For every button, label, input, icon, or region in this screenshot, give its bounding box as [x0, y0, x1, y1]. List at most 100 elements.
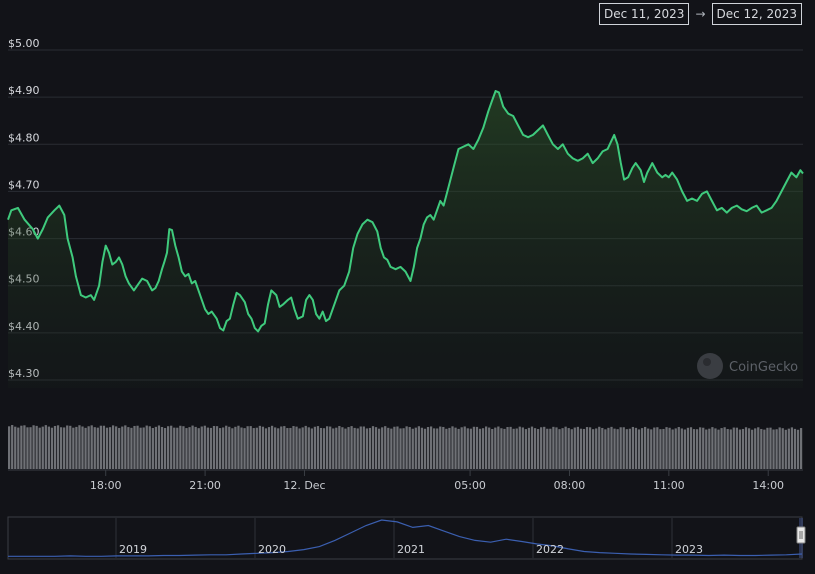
volume-bar	[433, 428, 436, 469]
volume-bar	[390, 428, 393, 469]
volume-bar	[368, 427, 372, 469]
volume-bar	[778, 427, 781, 469]
price-series-line	[7, 90, 804, 333]
navigator-series-line	[8, 519, 803, 557]
volume-bar	[124, 425, 127, 469]
volume-bar	[56, 425, 60, 469]
volume-bar	[442, 426, 445, 469]
volume-bar	[527, 427, 531, 469]
volume-bar	[188, 427, 191, 469]
volume-bar	[503, 428, 506, 469]
volume-bar	[717, 429, 720, 469]
volume-bar	[689, 427, 693, 469]
volume-bar	[396, 426, 399, 469]
volume-bar	[533, 428, 537, 469]
navigator-panel[interactable]: 2019 2020 2021 2022 2023	[7, 516, 806, 560]
volume-bar	[512, 428, 515, 469]
date-range-selector[interactable]: Dec 11, 2023 → Dec 12, 2023	[598, 3, 802, 25]
volume-bar	[237, 425, 240, 469]
volume-bar	[564, 426, 567, 469]
navigator-handle[interactable]	[796, 526, 806, 544]
volume-bar	[772, 429, 775, 469]
volume-bar	[625, 429, 628, 469]
volume-bar	[344, 428, 347, 469]
volume-bar	[549, 428, 552, 469]
volume-bar	[69, 425, 72, 469]
volume-bar	[47, 426, 51, 469]
volume-bar	[692, 429, 696, 469]
volume-bar	[751, 429, 754, 469]
y-tick-label: $5.00	[8, 37, 40, 50]
volume-bar	[280, 426, 283, 469]
volume-bar	[460, 427, 463, 469]
x-tick-label: 14:00	[752, 479, 784, 492]
volume-bar	[182, 426, 185, 469]
volume-bar	[307, 427, 310, 469]
volume-bar	[160, 427, 164, 469]
range-end-input[interactable]: Dec 12, 2023	[711, 3, 802, 25]
volume-bar	[775, 429, 778, 469]
navigator-year-label: 2019	[119, 543, 147, 556]
volume-bar	[448, 427, 451, 469]
volume-bar	[387, 427, 390, 469]
volume-bar	[231, 428, 234, 469]
volume-bar	[744, 427, 748, 469]
volume-bar	[732, 427, 735, 469]
volume-bar	[457, 428, 460, 469]
coingecko-logo-icon	[697, 353, 723, 379]
volume-bar	[243, 428, 246, 469]
volume-bar	[228, 426, 231, 469]
volume-bar	[206, 427, 210, 469]
volume-bar	[335, 427, 338, 469]
volume-bar	[683, 429, 687, 469]
volume-bar	[154, 426, 158, 469]
volume-bar	[63, 427, 66, 469]
volume-bar	[429, 426, 433, 469]
volume-bar	[793, 428, 797, 469]
navigator-year-label: 2023	[675, 543, 703, 556]
volume-bar	[84, 427, 87, 469]
volume-bar	[726, 429, 729, 469]
x-tick-label: 11:00	[653, 479, 685, 492]
volume-bar	[747, 428, 751, 469]
volume-bar	[436, 428, 439, 469]
volume-bar	[365, 428, 369, 469]
volume-bar	[127, 427, 130, 469]
volume-bar	[258, 425, 261, 469]
volume-bar	[393, 426, 396, 469]
volume-bar	[616, 429, 619, 469]
volume-bar	[799, 428, 803, 469]
volume-bar	[329, 426, 332, 469]
volume-bar	[316, 426, 320, 469]
volume-bar	[735, 427, 738, 469]
volume-bar	[500, 428, 503, 469]
volume-bar	[488, 427, 491, 469]
volume-bar	[35, 425, 38, 469]
volume-bar	[399, 428, 402, 469]
volume-bar	[371, 426, 375, 469]
volume-bar	[96, 427, 99, 469]
watermark-text: CoinGecko	[729, 360, 798, 375]
volume-bar	[573, 427, 576, 469]
volume-bar	[377, 428, 381, 469]
volume-bar	[139, 427, 142, 469]
range-start-input[interactable]: Dec 11, 2023	[598, 3, 690, 25]
volume-bar	[75, 426, 78, 469]
x-tick-label: 08:00	[554, 479, 586, 492]
volume-bar	[402, 428, 405, 469]
volume-bar	[763, 429, 766, 469]
volume-bar	[359, 426, 362, 469]
volume-bar	[466, 428, 469, 469]
volume-bar	[249, 426, 252, 469]
volume-bar	[662, 428, 665, 469]
volume-bar	[29, 427, 32, 469]
volume-bar	[53, 425, 57, 469]
volume-bar	[295, 426, 298, 469]
volume-bar	[234, 426, 237, 469]
volume-bar	[634, 427, 638, 469]
volume-bar	[796, 429, 800, 469]
y-tick-label: $4.90	[8, 84, 40, 97]
volume-bar	[781, 428, 784, 469]
volume-bar	[588, 427, 592, 469]
